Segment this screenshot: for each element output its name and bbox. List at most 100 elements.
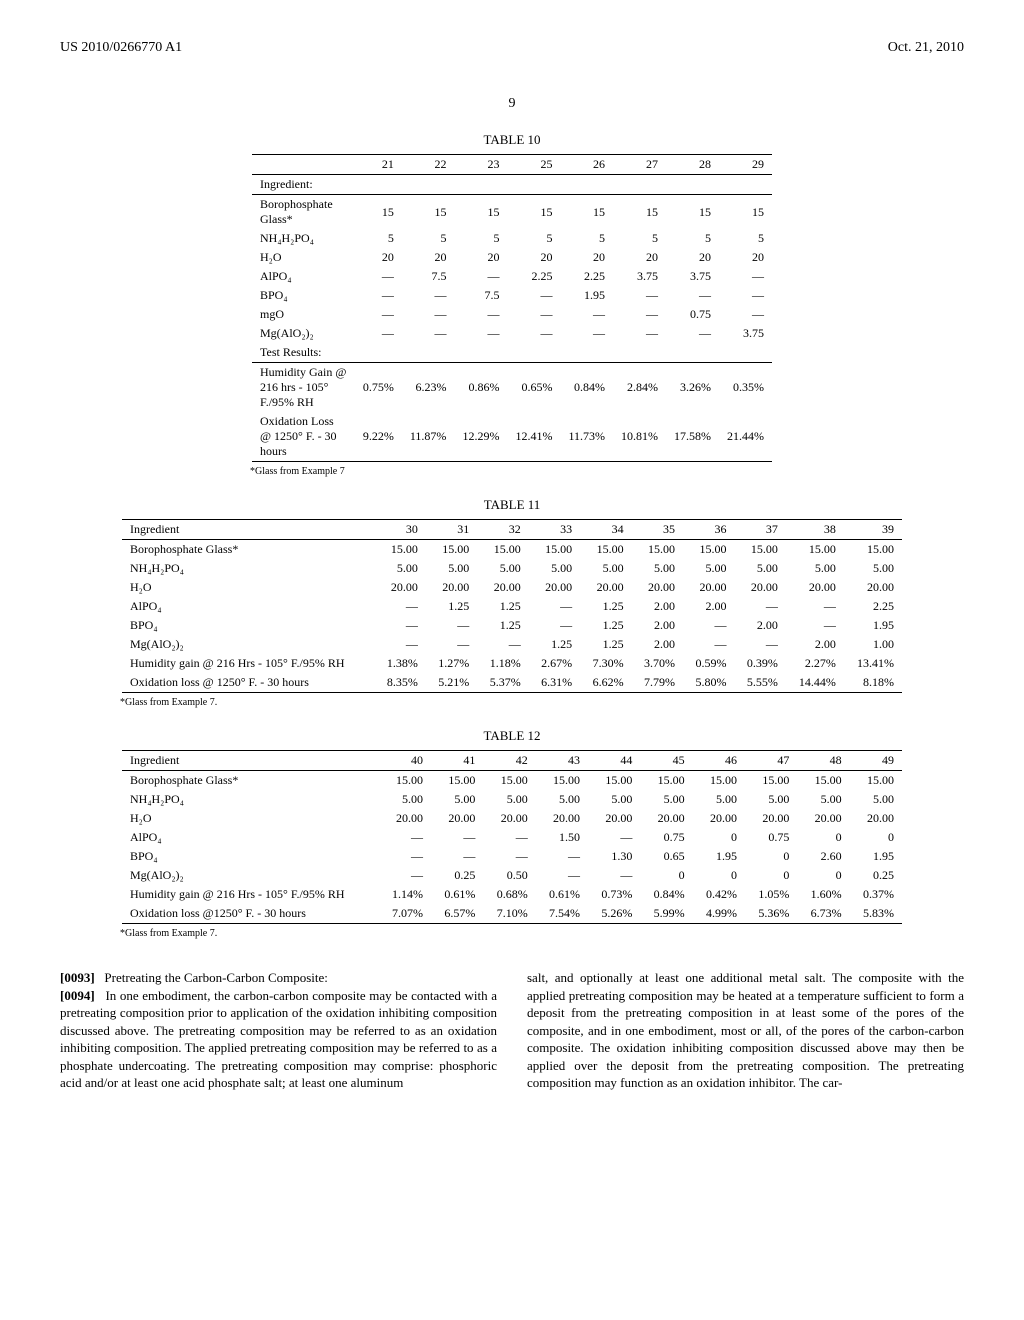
table-cell: 5.00 — [844, 559, 902, 578]
table-cell: 5.00 — [683, 559, 734, 578]
table-header-cell: Ingredient — [122, 520, 374, 540]
table-cell: 5 — [560, 229, 613, 248]
table-cell: 0 — [745, 866, 797, 885]
table-cell: 1.00 — [844, 635, 902, 654]
table-cell: — — [454, 324, 507, 343]
table-row: H₂O2020202020202020 — [252, 248, 772, 267]
table-header-cell: 28 — [666, 155, 719, 175]
table-cell: 3.75 — [719, 324, 772, 343]
table-header-cell: 34 — [580, 520, 631, 540]
table-cell: 6.23% — [402, 363, 455, 412]
table-cell: BPO₄ — [122, 616, 374, 635]
table-cell: 1.60% — [797, 885, 849, 904]
table-cell: 0.75 — [745, 828, 797, 847]
table-cell: 5.00 — [431, 790, 483, 809]
table-row: Oxidation Loss @ 1250° F. - 30 hours9.22… — [252, 412, 772, 462]
table-cell: 5.21% — [426, 673, 477, 693]
publication-number: US 2010/0266770 A1 — [60, 40, 182, 56]
table-cell: 8.18% — [844, 673, 902, 693]
table-header-cell: 44 — [588, 751, 640, 771]
table-header-cell: 32 — [477, 520, 528, 540]
table-cell: 12.29% — [454, 412, 507, 462]
table-cell: — — [613, 324, 666, 343]
table-cell: 2.00 — [786, 635, 844, 654]
table-cell: — — [426, 616, 477, 635]
table-cell: 20.00 — [483, 809, 535, 828]
table-cell: — — [734, 597, 785, 616]
table-cell: 15.00 — [374, 540, 425, 560]
table-cell: 15 — [355, 195, 402, 230]
table-header-cell: 37 — [734, 520, 785, 540]
table-cell: 2.60 — [797, 847, 849, 866]
table-cell: — — [355, 324, 402, 343]
table-cell: 15.00 — [632, 540, 683, 560]
table-cell: 20 — [666, 248, 719, 267]
table-header-cell: Ingredient — [122, 751, 379, 771]
table-cell: Humidity gain @ 216 Hrs - 105° F./95% RH — [122, 654, 374, 673]
table-cell: — — [719, 267, 772, 286]
table-cell: 5 — [454, 229, 507, 248]
table-cell: 0.50 — [483, 866, 535, 885]
table-row: Ingredient: — [252, 175, 772, 195]
table-cell: H₂O — [122, 809, 379, 828]
table-row: Ingredient 40 41 42 43 44 45 46 47 48 49 — [122, 751, 902, 771]
table-row: Oxidation loss @1250° F. - 30 hours7.07%… — [122, 904, 902, 924]
table-cell: 0.65 — [640, 847, 692, 866]
table-cell: 5.00 — [529, 559, 580, 578]
table-cell: — — [786, 597, 844, 616]
table-cell: 1.25 — [477, 597, 528, 616]
table-cell: 2.00 — [734, 616, 785, 635]
table-cell: 5 — [719, 229, 772, 248]
table-cell: — — [402, 286, 455, 305]
table-cell: 0 — [797, 866, 849, 885]
table-cell — [507, 343, 560, 363]
left-column: [0093] Pretreating the Carbon-Carbon Com… — [60, 969, 497, 1092]
table-cell: 1.25 — [580, 616, 631, 635]
table-cell: — — [374, 616, 425, 635]
table-cell: 20 — [454, 248, 507, 267]
table-cell: 20.00 — [426, 578, 477, 597]
table-cell: Borophosphate Glass* — [122, 540, 374, 560]
table-cell: 6.73% — [797, 904, 849, 924]
table-cell: 1.95 — [693, 847, 745, 866]
table-cell: 5.00 — [797, 790, 849, 809]
table-cell: 5.99% — [640, 904, 692, 924]
table-cell: 1.95 — [850, 847, 902, 866]
table-cell: — — [454, 267, 507, 286]
table-cell: 20.00 — [374, 578, 425, 597]
table-cell: 8.35% — [374, 673, 425, 693]
table-cell: 2.27% — [786, 654, 844, 673]
table-cell: — — [536, 847, 588, 866]
table-cell: 1.25 — [529, 635, 580, 654]
table-cell: 10.81% — [613, 412, 666, 462]
table-cell: 20.00 — [797, 809, 849, 828]
table-cell: 20 — [355, 248, 402, 267]
page-header: US 2010/0266770 A1 Oct. 21, 2010 — [60, 40, 964, 56]
table-row: NH₄H₂PO₄55555555 — [252, 229, 772, 248]
table-cell: — — [507, 324, 560, 343]
table-cell — [560, 343, 613, 363]
body-text: [0093] Pretreating the Carbon-Carbon Com… — [60, 969, 964, 1092]
table-header-cell: 23 — [454, 155, 507, 175]
table-header-cell: 40 — [379, 751, 431, 771]
table-cell: — — [355, 305, 402, 324]
table-cell: — — [431, 828, 483, 847]
table-cell — [402, 343, 455, 363]
table-cell: — — [402, 324, 455, 343]
table-cell: 7.10% — [483, 904, 535, 924]
table-cell: — — [560, 324, 613, 343]
table-header-cell: 22 — [402, 155, 455, 175]
table-cell: 20 — [613, 248, 666, 267]
table-cell: 0.86% — [454, 363, 507, 412]
table-cell: BPO₄ — [122, 847, 379, 866]
table-cell: 15.00 — [483, 771, 535, 791]
table-cell: 0.68% — [483, 885, 535, 904]
table-header-cell: 27 — [613, 155, 666, 175]
table-cell: 20.00 — [477, 578, 528, 597]
table-11-wrapper: TABLE 11 Ingredient 30 31 32 33 34 35 36… — [60, 497, 964, 708]
table-cell: 6.57% — [431, 904, 483, 924]
table-cell: 5.36% — [745, 904, 797, 924]
table-cell: 5.00 — [477, 559, 528, 578]
table-cell: 2.00 — [632, 635, 683, 654]
table-cell: 20.00 — [431, 809, 483, 828]
